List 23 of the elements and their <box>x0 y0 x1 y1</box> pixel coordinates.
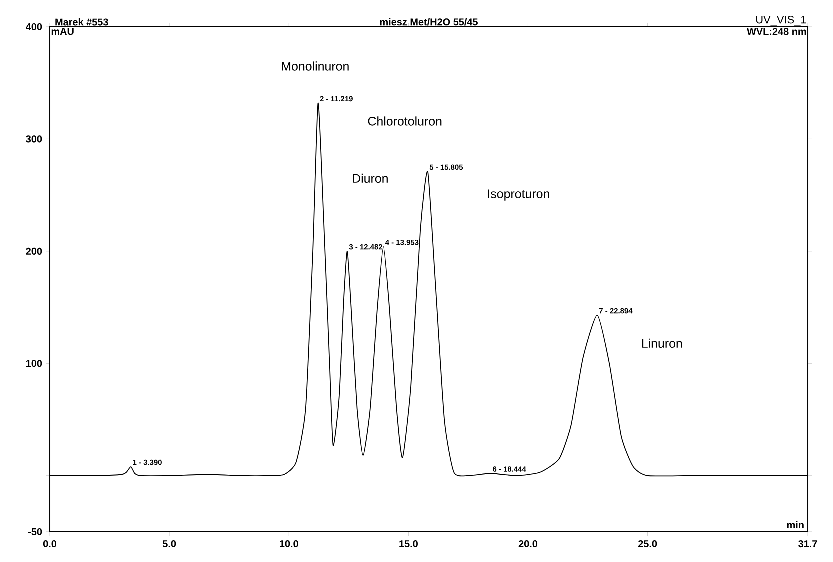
x-tick-label: 15.0 <box>400 540 418 548</box>
annotation: Monolinuron <box>282 62 349 71</box>
y-tick-label: 300 <box>26 136 42 143</box>
text: Marek #553 <box>56 18 108 26</box>
annotation: WVL:248 nm <box>747 28 806 36</box>
annotation: Isoproturon <box>488 190 550 201</box>
y-tick-label: 200 <box>26 248 42 255</box>
x-tick-label: 5.0 <box>162 540 176 548</box>
x-tick-label: 0.0 <box>43 540 57 548</box>
annotation: Chlorotoluron <box>368 116 442 126</box>
x-tick-label: 31.7 <box>798 540 818 548</box>
x-tick-label: 20.0 <box>518 540 538 548</box>
x-axis-title: min <box>787 521 804 528</box>
y-tick-label: -50 <box>28 528 42 536</box>
x-tick-label: 10.0 <box>280 540 298 548</box>
chart-title: miesz Met/H2O 55/45 <box>380 18 478 26</box>
text: UV_VIS_1 <box>756 16 806 26</box>
annotation: Linuron <box>642 338 682 348</box>
y-axis-title: mAU <box>52 28 74 36</box>
annotation: Diuron <box>353 174 388 184</box>
x-tick-label: 25.0 <box>638 540 658 548</box>
y-tick-label: 100 <box>26 360 42 368</box>
y-tick-label: 400 <box>26 23 42 31</box>
